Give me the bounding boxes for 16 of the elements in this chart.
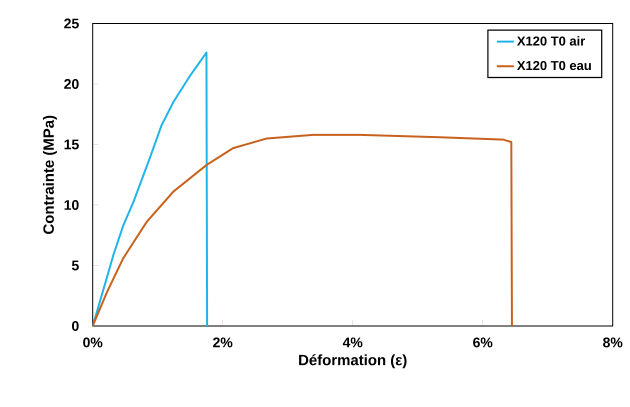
x-tick-label: 6% (473, 337, 492, 348)
legend-label: X120 T0 eau (516, 60, 591, 70)
x-axis-title: Déformation (ε) (299, 354, 407, 368)
y-tick-label: 15 (64, 140, 79, 150)
y-tick-label: 10 (64, 200, 79, 210)
x-tick-label: 0% (83, 337, 102, 348)
line-series (92, 52, 208, 326)
legend-label: X120 T0 air (516, 36, 586, 46)
x-tick-label: 4% (342, 337, 362, 348)
y-tick-label: 5 (72, 260, 79, 270)
y-tick-label: 25 (64, 18, 79, 28)
x-tick-label: 8% (603, 337, 622, 348)
x-tick-label: 2% (213, 337, 232, 348)
y-tick-label: 0 (72, 321, 79, 331)
y-axis-title: Contrainte (MPa) (42, 116, 57, 234)
y-tick-label: 20 (64, 79, 79, 89)
